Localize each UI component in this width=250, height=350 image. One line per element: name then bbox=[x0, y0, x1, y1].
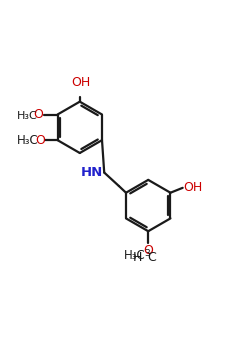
Text: H₃C: H₃C bbox=[16, 111, 37, 121]
Text: OH: OH bbox=[184, 181, 203, 194]
Text: C: C bbox=[148, 251, 156, 264]
Text: O: O bbox=[143, 244, 153, 257]
Text: O: O bbox=[33, 108, 43, 121]
Text: HN: HN bbox=[81, 166, 103, 179]
Text: O: O bbox=[35, 134, 45, 147]
Text: OH: OH bbox=[72, 76, 90, 90]
Text: 3: 3 bbox=[144, 249, 150, 258]
Text: H: H bbox=[133, 251, 142, 264]
Text: H₃C: H₃C bbox=[124, 249, 146, 262]
Text: H₃C: H₃C bbox=[17, 134, 38, 147]
